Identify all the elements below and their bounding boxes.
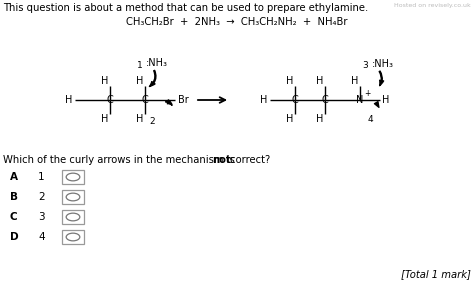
- Text: H: H: [260, 95, 268, 105]
- Text: 4: 4: [367, 116, 373, 124]
- Text: :NH₃: :NH₃: [146, 58, 168, 68]
- Text: Hosted on revisely.co.uk: Hosted on revisely.co.uk: [394, 3, 471, 8]
- Text: H: H: [137, 114, 144, 124]
- Text: CH₃CH₂Br  +  2NH₃  →  CH₃CH₂NH₂  +  NH₄Br: CH₃CH₂Br + 2NH₃ → CH₃CH₂NH₂ + NH₄Br: [126, 17, 348, 27]
- FancyArrowPatch shape: [166, 100, 172, 105]
- Text: +: +: [364, 89, 370, 98]
- FancyArrowPatch shape: [149, 70, 156, 87]
- FancyBboxPatch shape: [62, 170, 84, 184]
- Text: 3: 3: [38, 212, 45, 222]
- FancyArrowPatch shape: [379, 71, 383, 86]
- Text: This question is about a method that can be used to prepare ethylamine.: This question is about a method that can…: [3, 3, 368, 13]
- Ellipse shape: [66, 233, 80, 241]
- Text: H: H: [101, 76, 109, 86]
- Text: not: not: [212, 155, 231, 165]
- Text: 2: 2: [149, 116, 155, 125]
- FancyBboxPatch shape: [62, 190, 84, 204]
- Text: H: H: [65, 95, 73, 105]
- Text: H: H: [316, 114, 324, 124]
- Text: H: H: [351, 76, 359, 86]
- Text: C: C: [142, 95, 148, 105]
- Text: H: H: [286, 76, 294, 86]
- Ellipse shape: [66, 173, 80, 181]
- Text: Br: Br: [178, 95, 188, 105]
- FancyBboxPatch shape: [62, 230, 84, 244]
- Text: C: C: [107, 95, 113, 105]
- Text: [Total 1 mark]: [Total 1 mark]: [401, 269, 471, 279]
- Text: 2: 2: [38, 192, 45, 202]
- Text: C: C: [292, 95, 298, 105]
- Text: correct?: correct?: [227, 155, 270, 165]
- Text: 1: 1: [38, 172, 45, 182]
- Text: C: C: [10, 212, 18, 222]
- Text: H: H: [383, 95, 390, 105]
- Text: Which of the curly arrows in the mechanism is: Which of the curly arrows in the mechani…: [3, 155, 238, 165]
- Ellipse shape: [66, 213, 80, 221]
- Text: 1: 1: [137, 61, 143, 70]
- FancyBboxPatch shape: [62, 210, 84, 224]
- Text: :NH₃: :NH₃: [372, 59, 394, 69]
- Text: D: D: [10, 232, 18, 242]
- Text: H: H: [316, 76, 324, 86]
- Text: H: H: [137, 76, 144, 86]
- Text: 4: 4: [38, 232, 45, 242]
- Text: H: H: [101, 114, 109, 124]
- Text: H: H: [286, 114, 294, 124]
- FancyArrowPatch shape: [374, 102, 379, 107]
- Text: B: B: [10, 192, 18, 202]
- Text: 3: 3: [362, 61, 368, 70]
- Text: A: A: [10, 172, 18, 182]
- Text: C: C: [322, 95, 328, 105]
- Ellipse shape: [66, 193, 80, 201]
- Text: N: N: [356, 95, 364, 105]
